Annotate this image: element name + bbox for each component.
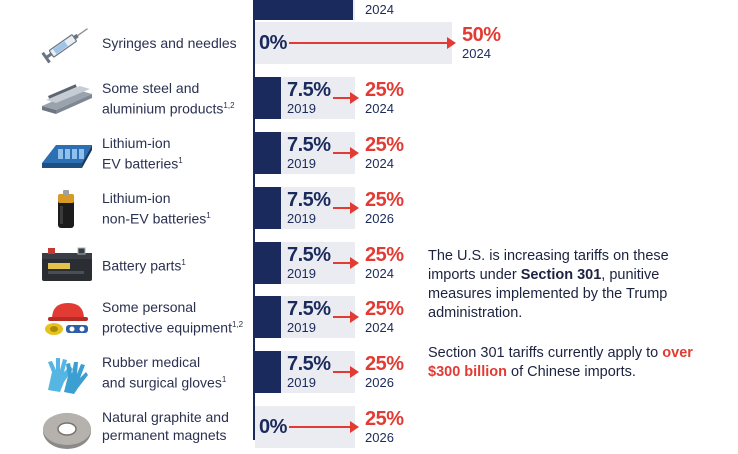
- row-label-footnote: 1: [206, 211, 211, 220]
- row-label-text: Some personal protective equipment: [102, 299, 232, 336]
- change-arrow: [333, 202, 359, 214]
- new-rate-label: 25%: [365, 189, 404, 211]
- row-label: Lithium-ion EV batteries1: [102, 134, 252, 173]
- change-arrow: [333, 92, 359, 104]
- tariff-row: Rubber medical and surgical gloves1 7.5% 2…: [0, 347, 738, 397]
- current-rate-bar: [255, 0, 353, 20]
- change-arrow: [333, 366, 359, 378]
- car-battery-icon: [38, 241, 96, 285]
- tariff-row: 2018 2024: [0, 0, 738, 24]
- row-label-text: Some steel and aluminium products: [102, 80, 224, 117]
- note-p1-text-b: , punitive measures implemented by the T…: [428, 267, 668, 321]
- aa-battery-icon: [38, 186, 96, 230]
- current-rate-label: 7.5%: [287, 134, 331, 156]
- row-label: Syringes and needles: [102, 34, 252, 52]
- note-p2-red: over $300 billion: [428, 345, 693, 380]
- new-year-label: 2026: [365, 430, 394, 445]
- current-rate-label: 7.5%: [287, 79, 331, 101]
- current-rate-label: 0%: [259, 32, 287, 54]
- new-rate-label: 25%: [365, 244, 404, 266]
- row-label-footnote: 1,2: [223, 101, 235, 110]
- current-rate-bar: [255, 77, 281, 119]
- tariff-row: Natural graphite and permanent magnets 0%…: [0, 402, 738, 452]
- row-label-text: Lithium-ion non-EV batteries: [102, 190, 207, 227]
- change-arrow: [333, 257, 359, 269]
- syringe-icon: [38, 21, 96, 65]
- new-year-label: 2024: [365, 2, 394, 17]
- tariff-row: Syringes and needles 0% 50% 2024: [0, 18, 738, 68]
- current-rate-bar: [255, 242, 281, 284]
- new-rate-label: 50%: [462, 24, 501, 46]
- row-label: Battery parts1: [102, 254, 252, 275]
- new-rate-label: 25%: [365, 298, 404, 320]
- gloves-icon: [38, 350, 96, 394]
- note-p2-text-b: of Chinese imports.: [506, 364, 636, 380]
- new-year-label: 2024: [365, 156, 394, 171]
- current-year-label: 2019: [287, 320, 316, 335]
- row-label-footnote: 1: [181, 258, 186, 267]
- current-year-label: 2018: [318, 1, 347, 16]
- note-paragraph-2: Section 301 tariffs currently apply to o…: [428, 344, 718, 382]
- current-year-label: 2019: [287, 266, 316, 281]
- new-year-label: 2024: [462, 46, 491, 61]
- row-label-text: Battery parts: [102, 257, 182, 274]
- change-arrow: [333, 311, 359, 323]
- current-rate-label: 7.5%: [287, 244, 331, 266]
- current-year-label: 2019: [287, 375, 316, 390]
- new-rate-label: 25%: [365, 408, 404, 430]
- current-rate-bar: [255, 351, 281, 393]
- new-year-label: 2026: [365, 211, 394, 226]
- tariff-row: Lithium-ion EV batteries1 7.5% 2019 25% 2024: [0, 128, 738, 178]
- axis-divider: [253, 0, 255, 440]
- current-year-label: 2019: [287, 211, 316, 226]
- current-rate-bar: [255, 187, 281, 229]
- row-label-text: Rubber medical and surgical gloves: [102, 354, 222, 391]
- row-label-text: Natural graphite and permanent magnets: [102, 409, 229, 443]
- row-label-footnote: 1,2: [231, 320, 244, 329]
- row-label-footnote: 1: [221, 375, 227, 384]
- current-rate-bar: [255, 296, 281, 338]
- change-arrow: [289, 37, 456, 49]
- current-rate-label: 7.5%: [287, 353, 331, 375]
- tariff-row: Battery parts1 7.5% 2019 25% 2024: [0, 238, 738, 288]
- ppe-icon: [38, 295, 96, 339]
- row-label: Rubber medical and surgical gloves1: [102, 353, 252, 392]
- new-rate-label: 25%: [365, 79, 404, 101]
- row-label: Some steel and aluminium products1,2: [102, 79, 252, 118]
- new-year-label: 2024: [365, 101, 394, 116]
- current-rate-label: 7.5%: [287, 298, 331, 320]
- row-label: Lithium-ion non-EV batteries1: [102, 189, 252, 228]
- row-label: Some personal protective equipment1,2: [102, 298, 252, 337]
- row-label-footnote: 1: [178, 156, 183, 165]
- new-year-label: 2024: [365, 266, 394, 281]
- tariff-row: Some personal protective equipment1,2 7.5…: [0, 292, 738, 342]
- new-rate-label: 25%: [365, 134, 404, 156]
- current-year-label: 2019: [287, 156, 316, 171]
- note-p2-text-a: Section 301 tariffs currently apply to: [428, 345, 663, 361]
- change-arrow: [289, 421, 359, 433]
- row-label-text: Lithium-ion EV batteries: [102, 135, 179, 172]
- magnet-icon: [38, 405, 96, 449]
- row-label: Natural graphite and permanent magnets: [102, 408, 252, 444]
- row-label-text: Syringes and needles: [102, 35, 237, 51]
- current-rate-bar: [255, 132, 281, 174]
- current-rate-label: 0%: [259, 416, 287, 438]
- new-year-label: 2026: [365, 375, 394, 390]
- note-p1-text-a: The U.S. is increasing tariffs on these …: [428, 248, 669, 283]
- steel-beams-icon: [38, 76, 96, 120]
- ev-battery-pack-icon: [38, 131, 96, 175]
- new-rate-label: 25%: [365, 353, 404, 375]
- change-arrow: [333, 147, 359, 159]
- tariff-row: Some steel and aluminium products1,2 7.5%…: [0, 73, 738, 123]
- new-year-label: 2024: [365, 320, 394, 335]
- current-rate-label: 7.5%: [287, 189, 331, 211]
- note-p1-bold: Section 301: [520, 267, 602, 283]
- current-year-label: 2019: [287, 101, 316, 116]
- tariff-row: Lithium-ion non-EV batteries1 7.5% 2019 25%…: [0, 183, 738, 233]
- note-paragraph-1: The U.S. is increasing tariffs on these …: [428, 247, 718, 323]
